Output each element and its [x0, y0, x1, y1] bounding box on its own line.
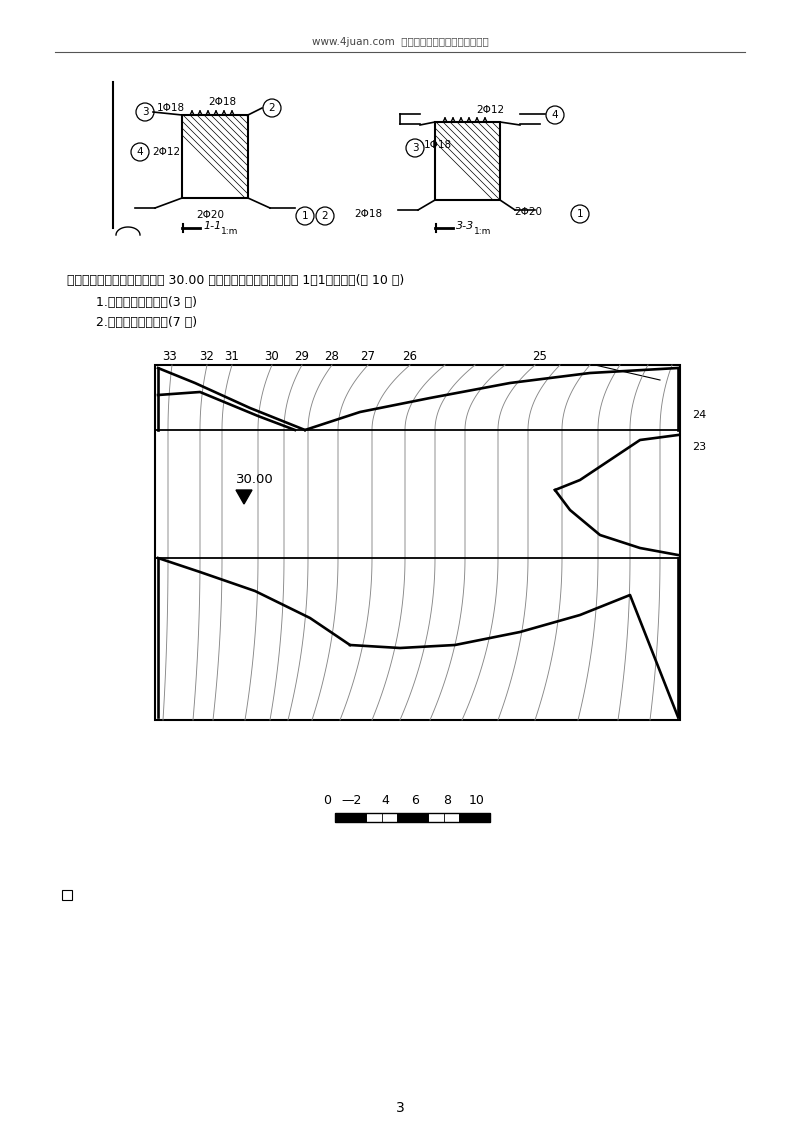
Text: 27: 27	[361, 351, 375, 363]
Text: 4: 4	[381, 794, 389, 806]
Text: 2Φ20: 2Φ20	[514, 207, 542, 217]
Bar	[155, 365, 680, 720]
Text: —2: —2	[342, 794, 362, 806]
Text: 2Φ12: 2Φ12	[476, 105, 504, 115]
Text: 10: 10	[469, 794, 485, 806]
Text: 2Φ20: 2Φ20	[196, 211, 224, 220]
Bar	[182, 115, 248, 198]
Text: 4: 4	[137, 147, 143, 157]
Text: 3-3: 3-3	[456, 221, 474, 231]
Polygon shape	[236, 490, 252, 504]
Text: 1.边坡与边坡的交线(3 分): 1.边坡与边坡的交线(3 分)	[80, 297, 197, 309]
Bar	[459, 813, 490, 822]
Text: 24: 24	[692, 410, 706, 420]
Text: 1Φ18: 1Φ18	[157, 103, 185, 113]
Text: 2Φ12: 2Φ12	[152, 147, 180, 157]
Text: 1:m: 1:m	[221, 226, 238, 235]
Text: 33: 33	[162, 351, 178, 363]
Text: 28: 28	[325, 351, 339, 363]
Bar	[62, 890, 72, 900]
Text: 十、要在地形图上筑一标高为 30.00 的场地，其填挖方边坡均为 1：1，求作：(共 10 分): 十、要在地形图上筑一标高为 30.00 的场地，其填挖方边坡均为 1：1，求作：…	[67, 274, 404, 286]
Text: 6: 6	[411, 794, 419, 806]
Text: 3: 3	[412, 143, 418, 153]
Text: 30: 30	[265, 351, 279, 363]
Text: 30.00: 30.00	[236, 473, 274, 486]
Text: 25: 25	[533, 351, 547, 363]
Text: 1: 1	[577, 209, 583, 218]
Text: 2: 2	[322, 211, 328, 221]
Text: 32: 32	[199, 351, 214, 363]
Text: 3: 3	[142, 108, 148, 117]
Text: 1:m: 1:m	[474, 226, 491, 235]
Text: 23: 23	[692, 441, 706, 452]
Text: 2Φ18: 2Φ18	[208, 97, 236, 108]
Bar	[335, 813, 366, 822]
Text: 0: 0	[323, 794, 331, 806]
Text: 31: 31	[225, 351, 239, 363]
Text: 29: 29	[294, 351, 310, 363]
Text: 2Φ18: 2Φ18	[354, 209, 382, 218]
Text: 1: 1	[302, 211, 308, 221]
Text: 1-1: 1-1	[203, 221, 222, 231]
Bar	[335, 813, 490, 822]
Text: 3: 3	[396, 1101, 404, 1115]
Text: 1Φ18: 1Φ18	[424, 140, 452, 151]
Text: www.4juan.com  专注于收集历年试题试卷和答案: www.4juan.com 专注于收集历年试题试卷和答案	[312, 37, 488, 48]
Text: 4: 4	[552, 110, 558, 120]
Text: 2: 2	[269, 103, 275, 113]
Text: 8: 8	[443, 794, 451, 806]
Text: 2.边皮与地面的交线(7 分): 2.边皮与地面的交线(7 分)	[80, 317, 197, 329]
Bar	[435, 122, 500, 200]
Bar	[397, 813, 428, 822]
Text: 26: 26	[402, 351, 418, 363]
